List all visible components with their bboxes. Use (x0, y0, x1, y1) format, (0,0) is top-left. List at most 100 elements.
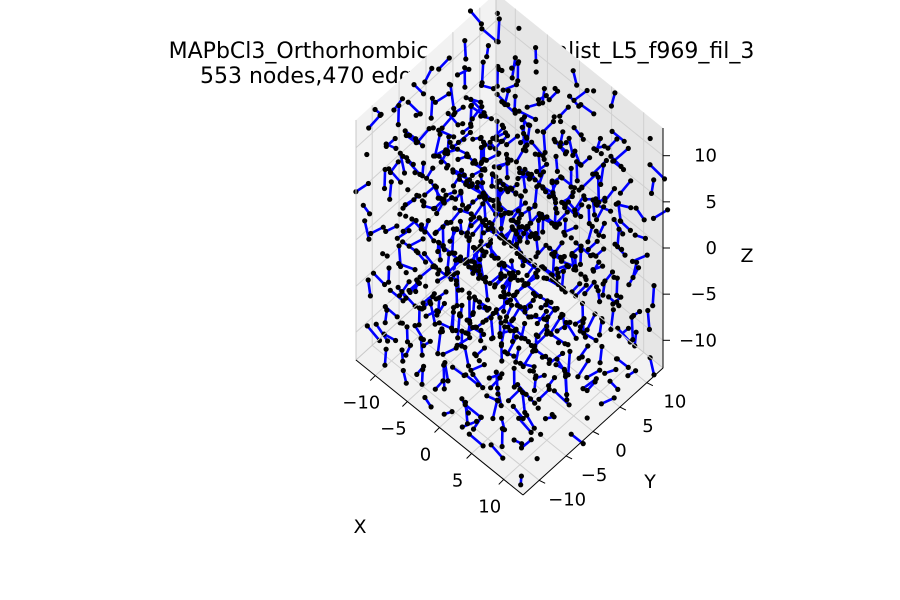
graph-node (533, 58, 539, 65)
graph-node (467, 8, 474, 14)
graph-edge (472, 202, 485, 219)
graph-edge (366, 278, 372, 298)
graph-node (420, 337, 426, 343)
graph-node (419, 352, 425, 358)
graph-node (417, 111, 423, 117)
graph-node (433, 184, 439, 190)
graph-node (580, 317, 586, 324)
graph-node (499, 443, 505, 450)
graph-node (527, 303, 534, 309)
y-tick (619, 406, 627, 411)
graph-node (436, 127, 442, 133)
graph-node (620, 231, 626, 237)
graph-node (383, 228, 389, 234)
graph-node (651, 177, 657, 183)
graph-node (488, 116, 494, 122)
x-tick-label: −5 (380, 419, 407, 440)
graph-node (644, 252, 650, 258)
graph-node (440, 243, 446, 249)
graph-node (470, 311, 476, 317)
graph-node (601, 204, 607, 210)
graph-node (422, 229, 428, 235)
graph-node (534, 128, 541, 134)
graph-node (496, 165, 502, 171)
graph-edge (406, 100, 422, 116)
graph-edge (651, 284, 656, 308)
graph-node (419, 173, 425, 179)
graph-node (382, 281, 388, 288)
graph-node (550, 190, 556, 196)
graph-edge (463, 346, 470, 368)
graph-node (462, 38, 468, 44)
graph-node (500, 181, 506, 188)
graph-node (629, 258, 636, 264)
graph-node (532, 177, 538, 183)
graph-edge (616, 227, 621, 248)
graph-node (593, 217, 600, 223)
graph-node (625, 145, 631, 151)
graph-node (476, 358, 482, 364)
graph-node (584, 87, 590, 94)
graph-node (578, 271, 584, 277)
graph-node (521, 230, 527, 237)
graph-node (614, 244, 621, 250)
graph-edge (442, 363, 446, 391)
graph-node (532, 375, 538, 381)
graph-node (581, 330, 587, 336)
graph-edge (471, 373, 485, 389)
graph-node (533, 254, 539, 260)
graph-node (607, 378, 613, 384)
graph-node (400, 358, 406, 364)
graph-node (518, 193, 525, 199)
graph-node (466, 66, 472, 72)
graph-node (382, 320, 388, 326)
graph-node (487, 280, 493, 286)
graph-node (608, 326, 614, 332)
graph-node (464, 182, 470, 188)
graph-node (400, 205, 406, 211)
graph-edge (517, 109, 537, 121)
graph-node (485, 43, 491, 49)
graph-node (597, 360, 603, 366)
graph-node (434, 312, 440, 318)
graph-node (462, 65, 468, 71)
graph-node (401, 170, 408, 176)
graph-node (509, 318, 515, 324)
graph-node (596, 199, 602, 205)
graph-node (453, 345, 459, 351)
graph-edge (469, 98, 486, 114)
graph-node (580, 386, 586, 392)
graph-node (502, 273, 508, 279)
graph-node (582, 334, 589, 340)
graph-node (450, 309, 456, 315)
graph-node (478, 21, 484, 27)
graph-node (412, 323, 418, 329)
graph-node (591, 212, 598, 218)
graph-node (540, 129, 546, 135)
graph-node (469, 172, 475, 178)
graph-node (597, 135, 604, 142)
graph-node (370, 270, 377, 276)
graph-node (498, 186, 504, 192)
graph-node (444, 271, 450, 277)
graph-node (546, 386, 552, 392)
graph-edge (416, 127, 431, 144)
graph-node (518, 473, 525, 479)
graph-node (570, 189, 576, 195)
graph-node (602, 198, 608, 204)
graph-node (650, 303, 656, 309)
graph-node (498, 320, 504, 326)
graph-node (384, 253, 390, 259)
graph-node (483, 274, 489, 280)
graph-node (476, 263, 482, 269)
graph-node (480, 319, 486, 325)
graph-node (493, 369, 499, 375)
graph-node (468, 121, 474, 127)
graph-edge (630, 315, 635, 341)
graph-node (468, 102, 474, 108)
graph-node (467, 177, 473, 183)
graph-node (441, 300, 447, 307)
graph-node (454, 303, 460, 309)
graph-node (468, 258, 474, 264)
graph-edge (506, 335, 518, 356)
